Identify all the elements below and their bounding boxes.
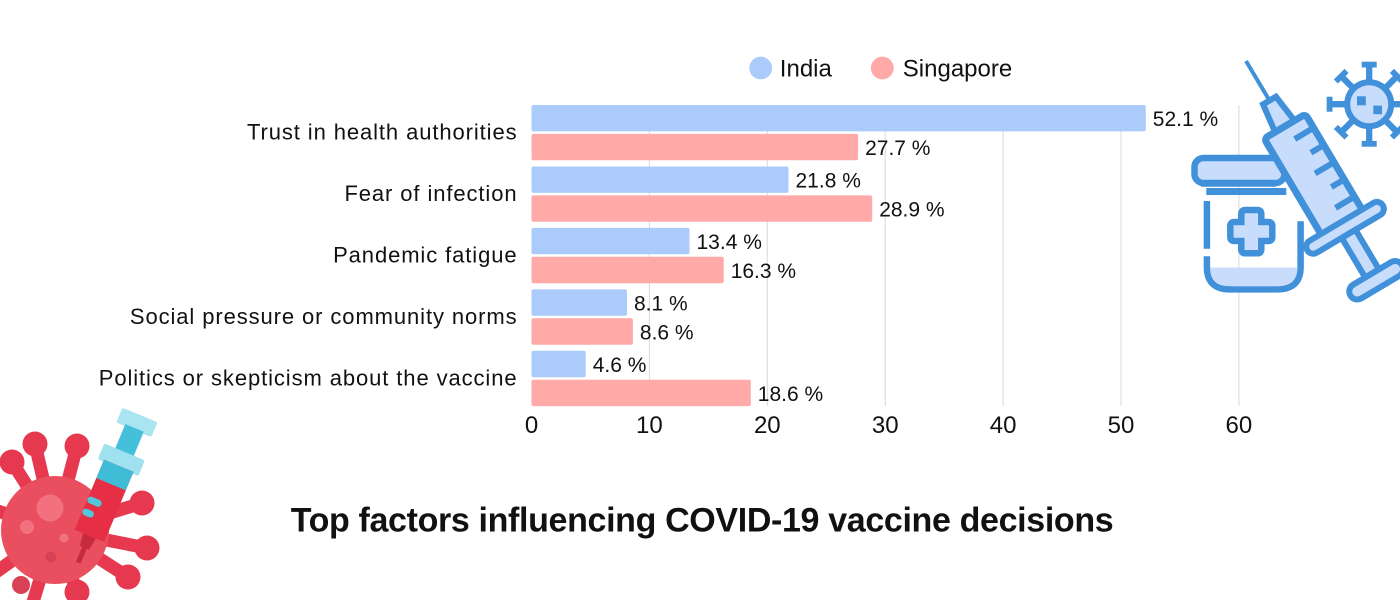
svg-text:28.9 %: 28.9 %: [879, 199, 944, 222]
svg-text:Singapore: Singapore: [903, 56, 1012, 83]
svg-text:40: 40: [990, 412, 1017, 439]
svg-text:Pandemic fatigue: Pandemic fatigue: [333, 243, 517, 268]
svg-text:0: 0: [525, 412, 538, 439]
svg-text:18.6 %: 18.6 %: [758, 383, 823, 406]
svg-text:27.7 %: 27.7 %: [865, 137, 930, 160]
svg-text:10: 10: [636, 412, 663, 439]
svg-text:India: India: [780, 56, 833, 83]
svg-text:16.3 %: 16.3 %: [731, 260, 796, 283]
svg-text:20: 20: [754, 412, 781, 439]
svg-text:21.8 %: 21.8 %: [796, 170, 861, 193]
svg-text:52.1 %: 52.1 %: [1153, 108, 1218, 131]
svg-text:Fear of infection: Fear of infection: [344, 181, 517, 206]
svg-text:4.6 %: 4.6 %: [593, 354, 647, 377]
svg-text:50: 50: [1108, 412, 1135, 439]
svg-text:8.1 %: 8.1 %: [634, 293, 688, 316]
svg-text:30: 30: [872, 412, 899, 439]
svg-text:Politics or skepticism about t: Politics or skepticism about the vaccine: [99, 365, 518, 390]
svg-text:8.6 %: 8.6 %: [640, 322, 694, 345]
svg-text:60: 60: [1226, 412, 1253, 439]
svg-text:Social pressure or community n: Social pressure or community norms: [130, 304, 518, 329]
svg-text:13.4 %: 13.4 %: [697, 231, 762, 254]
svg-text:Top factors influencing COVID-: Top factors influencing COVID-19 vaccine…: [291, 501, 1114, 539]
svg-text:Trust in health authorities: Trust in health authorities: [247, 120, 518, 145]
